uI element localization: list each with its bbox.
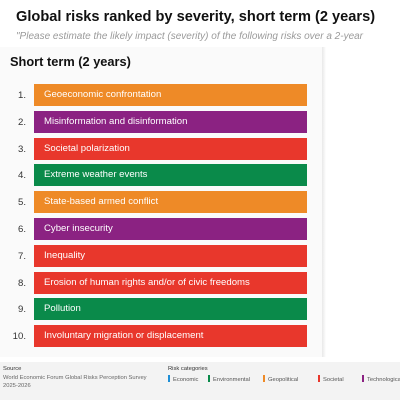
risk-bar: Geoeconomic confrontation (34, 84, 307, 106)
rank-number: 2. (17, 116, 26, 128)
legend-swatch (263, 375, 265, 382)
legend-item: Societal (318, 375, 344, 383)
risk-bar: Erosion of human rights and/or of civic … (34, 271, 307, 294)
legend-swatch (168, 375, 170, 382)
risk-bar: Cyber insecurity (34, 218, 307, 240)
section-title: Short term (2 years) (10, 54, 131, 69)
rank-number: 8. (17, 277, 26, 289)
legend-label: Technological (367, 377, 400, 383)
legend-label: Societal (323, 377, 344, 383)
legend-item: Environmental (208, 375, 250, 383)
rank-number: 5. (17, 197, 26, 209)
legend-label: Geopolitical (268, 377, 299, 383)
rank-number: 3. (17, 143, 26, 155)
legend-label: Environmental (213, 377, 251, 383)
risk-bar: Involuntary migration or displacement (34, 325, 307, 348)
risk-bar: Pollution (34, 298, 307, 321)
rank-number: 4. (17, 170, 26, 182)
legend-item: Economic (168, 375, 198, 383)
legend-label: Economic (173, 377, 199, 383)
rank-number: 9. (17, 304, 26, 316)
risk-bar: State-based armed conflict (34, 191, 307, 214)
legend-item: Geopolitical (263, 375, 298, 383)
page-subtitle: "Please estimate the likely impact (seve… (16, 31, 366, 42)
legend-swatch (362, 375, 364, 382)
rank-number: 6. (17, 224, 26, 235)
legend-title: Risk categories (168, 366, 208, 372)
risk-bar: Inequality (34, 244, 307, 267)
source-label: Source (3, 366, 22, 372)
risk-bar: Extreme weather events (34, 164, 307, 187)
rank-number: 1. (17, 90, 26, 101)
legend-item: Technological (362, 375, 400, 383)
risk-bar: Societal polarization (34, 137, 307, 160)
legend-swatch (208, 375, 210, 382)
page-title: Global risks ranked by severity, short t… (16, 9, 376, 25)
legend-swatch (318, 375, 320, 382)
panel-edge (322, 47, 326, 357)
footer (0, 362, 400, 400)
source-text: World Economic Forum Global Risks Percep… (3, 375, 147, 389)
risk-bar: Misinformation and disinformation (34, 110, 307, 133)
rank-number: 10. (12, 331, 26, 343)
rank-number: 7. (17, 250, 26, 262)
